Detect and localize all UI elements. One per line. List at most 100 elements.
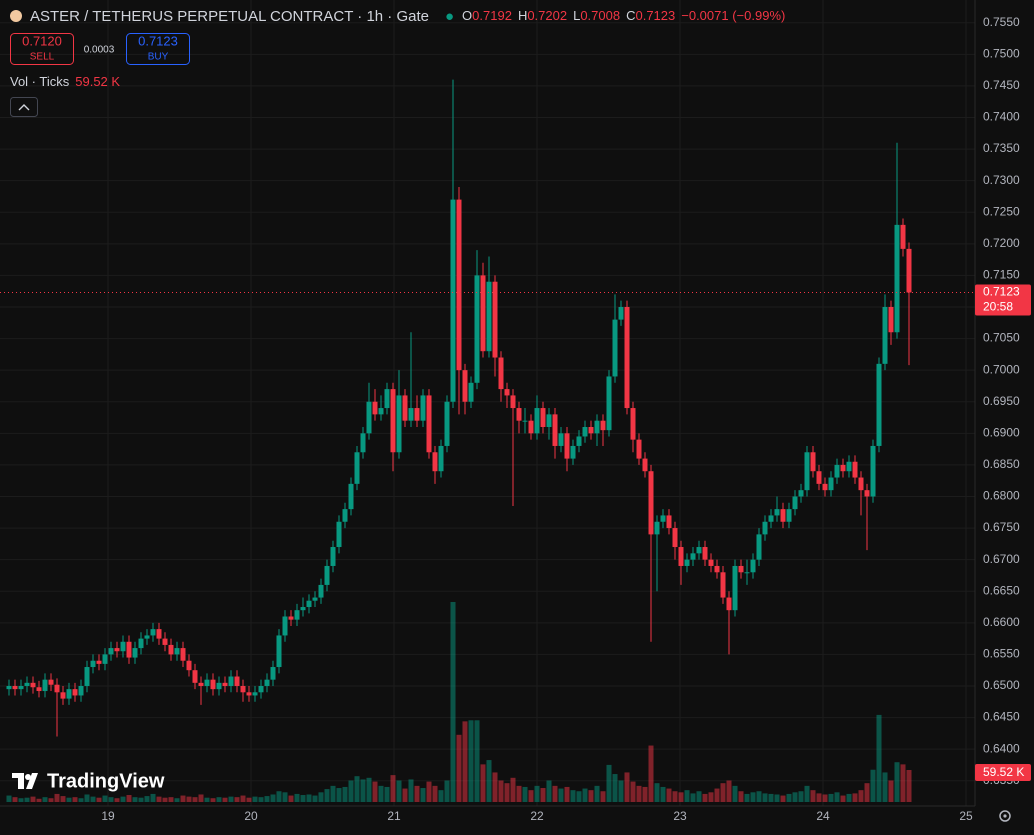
candle-body <box>522 420 528 422</box>
volume-bar <box>342 786 348 802</box>
candle-body <box>486 281 492 352</box>
candle-body <box>696 547 702 554</box>
y-tick-label: 0.7050 <box>983 331 1020 345</box>
candle-body <box>102 654 108 664</box>
candle-body <box>768 515 774 522</box>
volume-bar <box>78 798 84 802</box>
settings-button[interactable] <box>999 810 1011 822</box>
candle-body <box>756 534 762 560</box>
symbol[interactable]: ASTER / TETHERUS PERPETUAL CONTRACT · 1h… <box>30 8 429 25</box>
change: −0.0071 (−0.99%) <box>681 8 785 23</box>
volume-bar <box>504 783 510 802</box>
volume-bar <box>570 790 576 802</box>
candle-body <box>624 306 630 409</box>
candle-body <box>678 547 684 566</box>
candle-body <box>498 357 504 390</box>
volume-bar <box>834 792 840 802</box>
volume-bar <box>558 788 564 802</box>
x-tick-label: 19 <box>101 809 115 823</box>
volume-bar <box>336 788 342 802</box>
ohlc-value: 0.7123 <box>635 8 675 23</box>
candle-body <box>804 452 810 491</box>
volume-bar <box>900 764 906 802</box>
candle-body <box>252 692 258 696</box>
volume-bar <box>120 796 126 802</box>
x-tick-label: 22 <box>530 809 544 823</box>
volume-bar <box>240 795 246 802</box>
volume-bar <box>228 796 234 802</box>
sell-button[interactable] <box>10 33 74 65</box>
y-tick-label: 0.7350 <box>983 141 1020 155</box>
candle-body <box>72 689 78 696</box>
last-price-tag <box>975 284 1031 316</box>
candle-body <box>216 682 222 690</box>
ohlc-key: L <box>573 8 580 23</box>
collapse-button[interactable] <box>10 97 38 117</box>
logo-icon <box>12 773 38 789</box>
candle-body <box>390 389 396 453</box>
volume-bar <box>90 796 96 802</box>
ohlc-value: 0.7202 <box>527 8 567 23</box>
countdown: 20:58 <box>983 300 1013 314</box>
volume-bar <box>666 788 672 802</box>
volume-bar <box>552 785 558 802</box>
candle-body <box>798 490 804 497</box>
y-tick-label: 0.6750 <box>983 520 1020 534</box>
volume-bar <box>546 780 552 802</box>
volume-bar <box>330 785 336 802</box>
candle-body <box>450 199 456 402</box>
y-tick-label: 0.7200 <box>983 236 1020 250</box>
candle-body <box>594 420 600 434</box>
candle-body <box>90 660 96 668</box>
settings-icon <box>1003 814 1007 818</box>
y-tick-label: 0.6600 <box>983 615 1020 629</box>
volume-bar <box>528 790 534 802</box>
volume-bar <box>756 791 762 802</box>
buy-price: 0.7123 <box>138 33 178 48</box>
candle-body <box>408 408 414 421</box>
x-tick-label: 21 <box>387 809 401 823</box>
y-tick-label: 0.6550 <box>983 647 1020 661</box>
volume-bar <box>654 783 660 802</box>
candle-body <box>300 607 306 611</box>
volume-bar <box>300 795 306 802</box>
sell-price: 0.7120 <box>22 33 62 48</box>
volume-bar <box>708 792 714 802</box>
candle-body <box>180 648 186 661</box>
ohlc-key: C <box>626 8 635 23</box>
candle-body <box>228 676 234 686</box>
candle-body <box>426 395 432 453</box>
y-tick-label: 0.7000 <box>983 362 1020 376</box>
y-tick-label: 0.7300 <box>983 173 1020 187</box>
volume-bar <box>852 793 858 802</box>
buy-button[interactable] <box>126 33 190 65</box>
volume-bar <box>168 797 174 802</box>
volume-bar <box>276 791 282 802</box>
volume-bar <box>192 797 198 802</box>
candle-body <box>900 224 906 249</box>
y-tick-label: 0.6950 <box>983 394 1020 408</box>
candle-body <box>576 436 582 446</box>
volume-bar <box>360 779 366 802</box>
volume-bar <box>486 760 492 802</box>
volume-bar <box>822 794 828 802</box>
candle-body <box>342 509 348 522</box>
volume-bar <box>690 793 696 802</box>
volume-bar <box>828 793 834 802</box>
candle-body <box>504 389 510 396</box>
volume-bar <box>438 790 444 802</box>
volume-bar <box>816 793 822 802</box>
volume-bar <box>348 780 354 802</box>
candle-body <box>468 382 474 402</box>
ohlc-key: O <box>462 8 472 23</box>
candle-body <box>444 401 450 446</box>
volume-bar <box>450 602 456 802</box>
candle-body <box>294 610 300 620</box>
candle-body <box>462 370 468 402</box>
logo-text: TradingView <box>47 770 165 792</box>
y-tick-label: 0.7500 <box>983 46 1020 60</box>
settings-icon <box>999 810 1011 822</box>
volume-bar <box>792 792 798 802</box>
y-tick-label: 0.7400 <box>983 110 1020 124</box>
